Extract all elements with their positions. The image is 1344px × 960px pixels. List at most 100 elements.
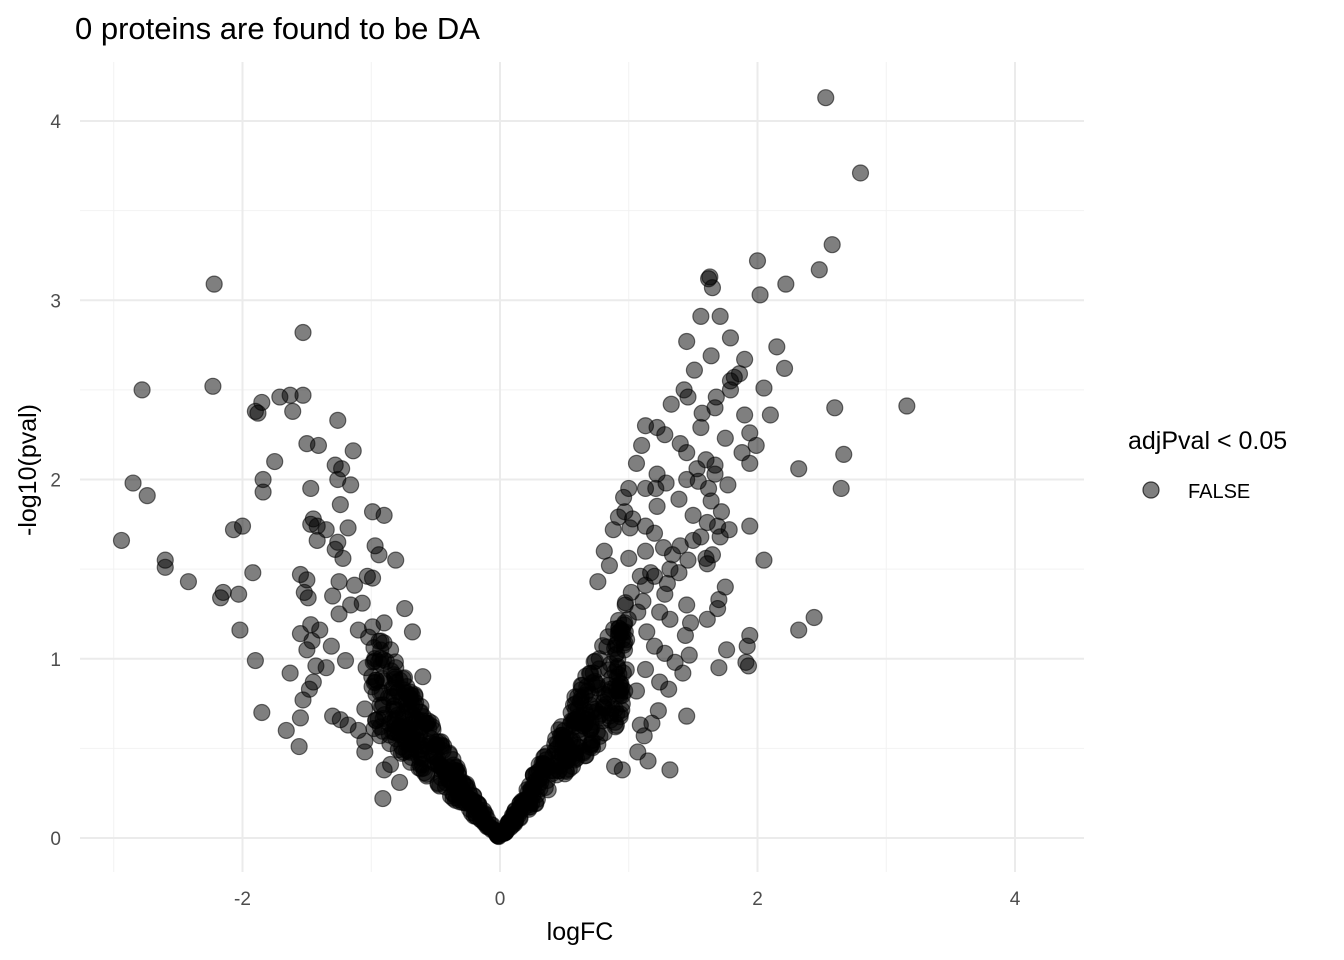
data-point <box>586 652 604 670</box>
data-point <box>576 686 594 704</box>
data-point <box>739 657 758 675</box>
x-tick-label: 2 <box>752 889 763 910</box>
data-point <box>299 589 317 607</box>
data-point <box>614 488 633 507</box>
data-point <box>339 519 357 537</box>
data-point <box>678 444 696 462</box>
data-point <box>381 755 400 774</box>
data-point <box>444 784 462 803</box>
data-point <box>356 743 374 761</box>
legend-title: adjPval < 0.05 <box>1128 427 1287 455</box>
data-point <box>698 610 716 628</box>
data-point <box>342 476 360 494</box>
data-point <box>336 651 355 670</box>
data-point <box>721 329 740 347</box>
data-point <box>271 388 289 406</box>
data-point <box>402 696 420 714</box>
x-tick-label: 0 <box>495 889 506 910</box>
data-point <box>532 773 550 791</box>
data-point <box>817 89 835 107</box>
data-point <box>414 668 432 686</box>
data-point <box>661 761 679 779</box>
data-point <box>711 307 729 325</box>
data-point <box>358 567 376 585</box>
data-point <box>656 426 674 444</box>
data-point <box>124 474 142 492</box>
data-point <box>133 381 151 399</box>
data-point <box>582 720 600 739</box>
data-point <box>324 587 342 605</box>
data-point <box>741 517 759 535</box>
data-point <box>684 506 702 524</box>
data-point <box>851 164 870 182</box>
data-point <box>703 279 722 297</box>
data-point <box>298 641 316 659</box>
chart-title: 0 proteins are found to be DA <box>75 11 480 46</box>
data-point <box>330 573 348 591</box>
data-point <box>636 542 655 560</box>
data-point <box>692 528 710 546</box>
data-point <box>345 576 364 594</box>
data-point <box>768 338 786 356</box>
data-point <box>670 490 688 508</box>
data-point <box>620 549 638 567</box>
y-tick-label: 1 <box>50 650 61 671</box>
data-point <box>249 404 267 422</box>
data-point <box>702 492 720 510</box>
data-point <box>685 361 704 379</box>
data-point <box>719 476 737 494</box>
data-point <box>678 596 696 614</box>
data-point <box>595 542 613 560</box>
data-point <box>253 703 271 722</box>
data-point <box>266 452 284 471</box>
data-point <box>835 445 853 463</box>
data-point <box>609 629 627 647</box>
data-point <box>600 683 619 701</box>
data-point <box>574 744 592 762</box>
data-point <box>374 650 393 669</box>
data-point <box>639 752 657 770</box>
x-axis-label: logFC <box>547 918 614 946</box>
data-point <box>246 651 264 670</box>
data-point <box>396 599 414 618</box>
data-point <box>898 397 916 415</box>
data-point <box>205 275 223 293</box>
data-point <box>604 521 622 539</box>
data-point <box>775 359 794 377</box>
data-point <box>374 696 392 714</box>
data-point <box>755 379 773 397</box>
data-point <box>810 261 828 279</box>
data-point <box>721 381 740 399</box>
data-point <box>663 546 682 564</box>
data-point <box>790 621 808 639</box>
data-point <box>609 657 627 676</box>
data-point <box>710 659 728 677</box>
data-point <box>500 814 518 832</box>
data-point <box>294 386 312 404</box>
data-point <box>322 637 340 655</box>
y-axis-label: -log10(pval) <box>14 404 42 536</box>
data-point <box>375 672 393 690</box>
data-point <box>179 573 198 591</box>
data-point <box>692 307 710 325</box>
data-point <box>747 436 765 455</box>
data-point <box>156 558 174 576</box>
data-point <box>660 680 678 698</box>
data-point <box>761 406 779 424</box>
y-tick-label: 2 <box>50 471 61 492</box>
data-point <box>290 737 308 756</box>
data-point <box>281 664 299 682</box>
data-point <box>403 623 422 641</box>
data-point <box>138 487 156 505</box>
data-point <box>692 418 710 437</box>
data-point <box>426 748 444 766</box>
data-point <box>736 350 754 368</box>
data-point <box>284 402 302 420</box>
data-point <box>422 729 440 748</box>
x-axis-ticks: -2 0 2 4 <box>234 889 1021 910</box>
data-point <box>562 712 581 730</box>
data-point <box>517 790 535 808</box>
data-point <box>330 605 348 623</box>
data-point <box>674 664 692 682</box>
